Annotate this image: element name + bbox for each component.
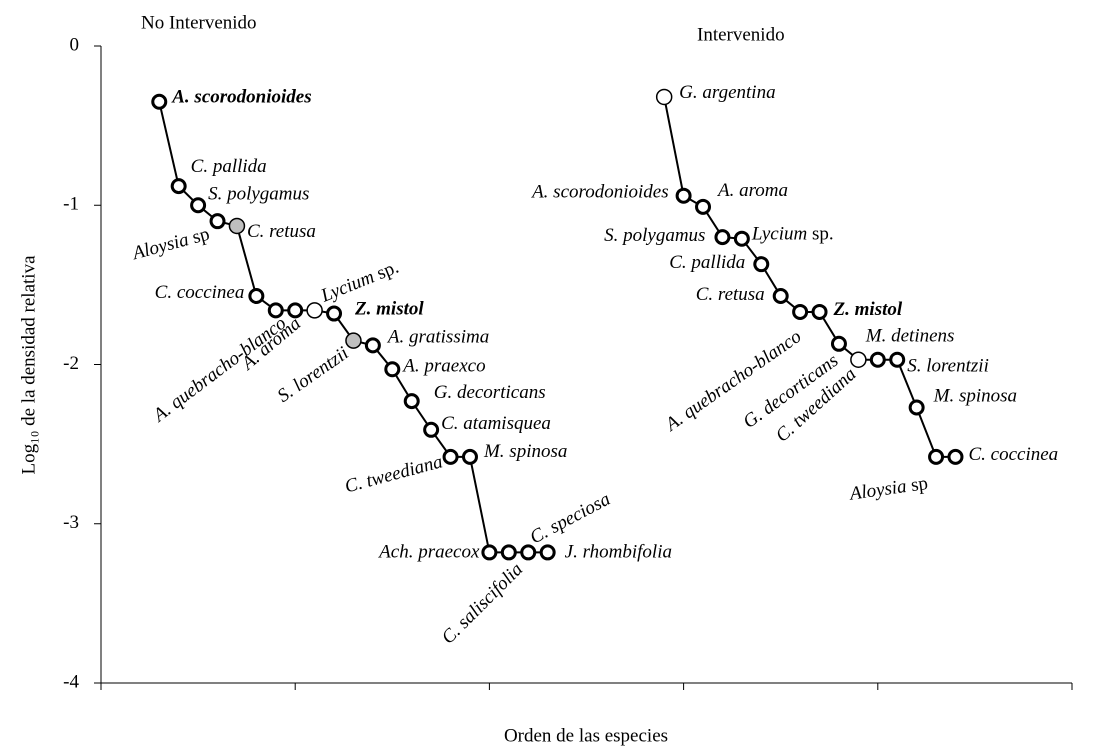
point-label: C. coccinea: [155, 282, 245, 303]
point-label: A. quebracho-blanco: [148, 313, 290, 428]
data-point: [248, 288, 265, 305]
point-label: M. spinosa: [483, 441, 567, 462]
data-point: [442, 448, 459, 465]
point-label: A. aroma: [716, 180, 788, 201]
data-point: [792, 303, 809, 320]
data-point: [539, 544, 556, 561]
data-point: [384, 361, 401, 378]
data-point: [267, 302, 284, 319]
point-label: S. polygamus: [604, 225, 705, 246]
point-label: C. coccinea: [968, 444, 1058, 465]
point-label: Aloysia sp: [129, 224, 212, 265]
data-point: [403, 393, 420, 410]
point-label: A. praexco: [401, 356, 485, 377]
point-label: M. detinens: [865, 326, 955, 347]
point-label: S. lorentzii: [274, 343, 353, 407]
y-tick-label: -1: [63, 194, 79, 215]
point-label: C. saliscifolia: [438, 559, 528, 649]
point-label: G. argentina: [679, 82, 775, 103]
series-title: Intervenido: [697, 24, 785, 45]
y-tick-label: -2: [63, 353, 79, 374]
data-point: [850, 351, 867, 368]
data-point: [714, 229, 731, 246]
point-label: C. pallida: [191, 156, 267, 177]
data-point: [772, 288, 789, 305]
point-label: Z. mistol: [354, 299, 424, 320]
point-label: A. scorodonioides: [530, 182, 669, 203]
point-label: M. spinosa: [933, 386, 1017, 407]
series-title: No Intervenido: [141, 12, 257, 33]
point-label: C. pallida: [669, 253, 745, 274]
data-point: [326, 305, 343, 322]
data-point: [675, 187, 692, 204]
data-point: [170, 178, 187, 195]
point-label: C. atamisquea: [441, 413, 551, 434]
data-point: [306, 302, 323, 319]
point-label: Z. mistol: [833, 299, 903, 320]
data-point: [423, 421, 440, 438]
data-point: [695, 198, 712, 215]
data-point: [520, 544, 537, 561]
data-point: [928, 448, 945, 465]
data-point: [733, 230, 750, 247]
point-label: A. scorodonioides: [171, 87, 311, 108]
y-tick-label: -3: [63, 512, 79, 533]
data-point: [889, 351, 906, 368]
data-point: [481, 544, 498, 561]
point-label: G. decorticans: [434, 382, 546, 403]
point-label: C. tweediana: [343, 452, 445, 498]
series-line: [663, 96, 956, 458]
data-point: [500, 544, 517, 561]
point-label: A. gratissima: [386, 327, 489, 348]
x-axis-label: Orden de las especies: [504, 725, 668, 746]
point-label: Ach. praecox: [377, 542, 480, 563]
data-point: [461, 448, 478, 465]
data-point: [364, 337, 381, 354]
data-point: [151, 93, 168, 110]
data-point: [947, 448, 964, 465]
point-label: Aloysia sp: [847, 473, 930, 505]
point-label: Lycium sp.: [751, 224, 834, 245]
data-point: [228, 217, 246, 235]
data-point: [655, 88, 673, 106]
data-point: [190, 197, 207, 214]
data-point: [753, 256, 770, 273]
point-label: C. speciosa: [527, 489, 614, 549]
data-point: [811, 303, 828, 320]
point-label: S. lorentzii: [907, 356, 989, 377]
point-label: C. retusa: [696, 284, 765, 305]
y-tick-label: 0: [70, 34, 80, 55]
point-label: C. retusa: [247, 221, 316, 242]
data-point: [345, 332, 362, 349]
y-tick-label: -4: [63, 671, 79, 692]
point-label: S. polygamus: [208, 184, 309, 205]
data-point: [908, 399, 925, 416]
point-label: J. rhombifolia: [565, 542, 672, 563]
data-point: [830, 335, 847, 352]
y-axis-label: Log₁₀ de la densidad relativa: [18, 255, 39, 475]
data-point: [287, 302, 304, 319]
data-point: [209, 213, 226, 230]
data-point: [869, 351, 886, 368]
